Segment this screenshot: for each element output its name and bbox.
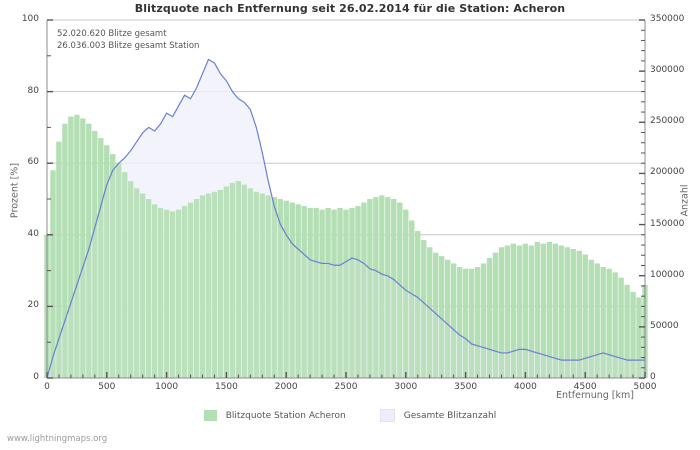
y-axis-left-tick: 40 (27, 228, 39, 239)
y-axis-left-tick: 100 (21, 14, 39, 24)
x-axis-title: Entfernung [km] (556, 390, 634, 401)
annotation-total-strikes: 52.020.620 Blitze gesamt (57, 29, 167, 39)
legend-swatch-icon (203, 410, 217, 421)
legend-item[interactable]: Blitzquote Station Acheron (203, 410, 346, 421)
y-axis-left-tick: 60 (27, 157, 39, 168)
x-axis-tick: 3000 (394, 382, 418, 392)
x-axis-tick: 2500 (334, 382, 358, 392)
x-axis-tick: 1000 (155, 382, 179, 392)
y-axis-right-tick: 50000 (650, 320, 679, 331)
y-axis-right-tick: 200000 (650, 167, 685, 178)
x-axis-tick: 500 (98, 382, 116, 392)
legend-swatch-icon (379, 409, 395, 422)
x-axis-tick: 2000 (274, 382, 298, 392)
y-axis-left-tick: 80 (27, 85, 39, 96)
y-axis-right-tick: 150000 (650, 218, 685, 229)
annotation-station-strikes: 26.036.003 Blitze gesamt Station (57, 41, 200, 51)
legend-label: Gesamte Blitzanzahl (403, 410, 497, 421)
y-axis-right-tick: 100000 (650, 269, 685, 280)
legend-label: Blitzquote Station Acheron (225, 410, 346, 421)
y-axis-right-tick: 0 (650, 372, 656, 382)
x-axis-tick: 5000 (633, 382, 657, 392)
y-axis-left-tick: 0 (33, 372, 39, 382)
x-axis-tick: 3500 (454, 382, 478, 392)
chart-title: Blitzquote nach Entfernung seit 26.02.20… (134, 2, 566, 15)
y-axis-left-tick: 20 (27, 300, 39, 311)
y-axis-right-tick: 300000 (650, 65, 685, 76)
chart-legend: Blitzquote Station Acheron Gesamte Blitza… (0, 409, 700, 422)
y-axis-right-tick: 350000 (650, 14, 685, 24)
x-axis-tick: 4000 (513, 382, 537, 392)
x-axis-tick: 0 (44, 382, 50, 392)
y-axis-right-tick: 250000 (650, 116, 685, 127)
x-axis-tick: 1500 (214, 382, 238, 392)
footer-watermark: www.lightningmaps.org (7, 434, 108, 444)
x-axis-tick: 4500 (573, 382, 597, 392)
legend-item[interactable]: Gesamte Blitzanzahl (379, 409, 497, 422)
